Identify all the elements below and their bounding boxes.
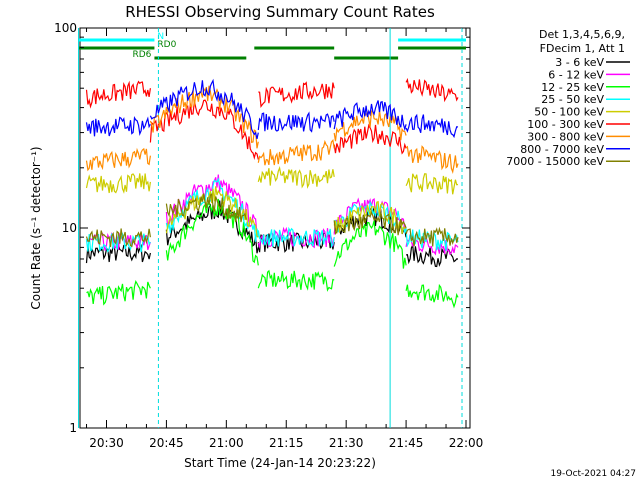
- attenuator-label: RD0: [157, 40, 176, 50]
- series-trace: [85, 173, 151, 194]
- x-tick-label: 21:00: [209, 436, 244, 450]
- series-trace: [258, 81, 335, 109]
- chart-title: RHESSI Observing Summary Count Rates: [125, 3, 435, 21]
- series-5: [85, 166, 459, 238]
- y-tick-label: 100: [54, 21, 77, 35]
- legend-entry-label: 300 - 800 keV: [527, 130, 604, 143]
- series-4: [85, 177, 459, 253]
- legend-entry-label: 12 - 25 keV: [541, 81, 604, 94]
- legend-header: FDecim 1, Att 1: [540, 42, 625, 55]
- series-3: [86, 198, 459, 309]
- x-tick-label: 21:15: [269, 436, 304, 450]
- series-trace: [333, 123, 407, 155]
- series-trace: [333, 100, 407, 132]
- series-trace: [333, 200, 407, 235]
- y-tick-label: 10: [62, 221, 77, 235]
- series-8: [85, 78, 459, 140]
- series-trace: [86, 279, 151, 306]
- series-trace: [85, 115, 151, 137]
- x-tick-label: 21:45: [389, 436, 424, 450]
- y-axis: 1 10 100: [54, 21, 470, 435]
- legend-entry-label: 25 - 50 keV: [541, 93, 604, 106]
- series-trace: [405, 173, 459, 195]
- x-axis: 20:30 20:45 21:00 21:15 21:30 21:45 22:00: [86, 28, 484, 450]
- legend-entry-label: 100 - 300 keV: [527, 118, 604, 131]
- series-trace: [405, 226, 459, 247]
- series-trace: [149, 78, 259, 140]
- series-trace: [165, 193, 247, 223]
- series-trace: [405, 283, 459, 309]
- legend-entry-label: 50 - 100 keV: [534, 106, 604, 119]
- legend-entry-label: 6 - 12 keV: [548, 68, 604, 81]
- x-tick-label: 20:30: [89, 436, 124, 450]
- series-trace: [257, 226, 335, 249]
- y-axis-label: Count Rate (s⁻¹ detector⁻¹): [29, 146, 43, 309]
- series-trace: [257, 269, 335, 292]
- series-layer: [85, 77, 459, 309]
- series-9: [85, 193, 459, 248]
- series-trace: [405, 77, 459, 103]
- legend: Det 1,3,4,5,6,9,FDecim 1, Att 13 - 6 keV…: [506, 28, 630, 168]
- x-tick-label: 20:45: [149, 436, 184, 450]
- y-tick-label: 1: [69, 421, 77, 435]
- footer-date: 19-Oct-2021 04:27: [551, 469, 636, 479]
- x-axis-label: Start Time (24-Jan-14 20:23:22): [184, 456, 376, 470]
- plot-frame: [79, 27, 471, 429]
- series-trace: [333, 110, 407, 142]
- series-trace: [149, 99, 259, 161]
- legend-entry-label: 3 - 6 keV: [555, 56, 604, 69]
- series-trace: [257, 111, 335, 133]
- series-6: [85, 77, 459, 161]
- x-tick-label: 22:00: [449, 436, 484, 450]
- legend-entry-label: 7000 - 15000 keV: [506, 155, 604, 168]
- series-trace: [405, 113, 459, 139]
- legend-entry-label: 800 - 7000 keV: [520, 143, 604, 156]
- series-trace: [85, 147, 151, 172]
- attenuator-label: RD6: [133, 50, 152, 60]
- series-trace: [257, 232, 335, 253]
- series-trace: [257, 138, 335, 166]
- series-trace: [405, 145, 459, 174]
- series-trace: [333, 220, 407, 269]
- x-tick-label: 21:30: [329, 436, 364, 450]
- series-trace: [165, 198, 259, 266]
- legend-header: Det 1,3,4,5,6,9,: [539, 28, 625, 41]
- series-trace: [85, 228, 151, 248]
- series-trace: [85, 80, 151, 109]
- attenuator-label: N: [157, 32, 164, 42]
- series-trace: [257, 166, 335, 189]
- series-trace: [257, 226, 335, 249]
- series-trace: [333, 210, 407, 236]
